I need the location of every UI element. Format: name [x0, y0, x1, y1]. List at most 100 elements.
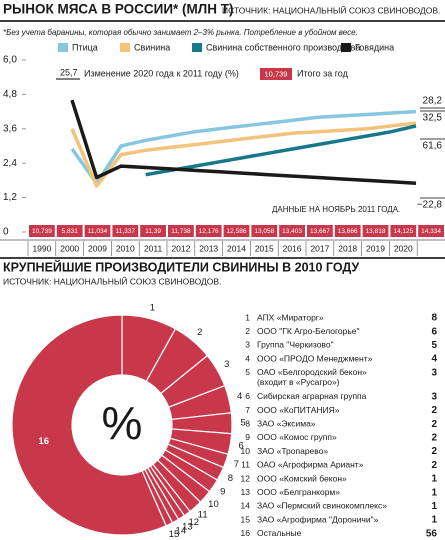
total-label: 11,034 [88, 228, 108, 235]
list-name: Группа "Черкизово" [257, 340, 334, 350]
list-rank: 8 [245, 418, 250, 428]
list-value: 1 [431, 515, 437, 526]
change-label: 28,2 [423, 96, 443, 107]
list-value: 3 [431, 367, 437, 378]
list-name: ООО «Белгранкорм» [257, 487, 340, 497]
list-value: 8 [431, 313, 437, 324]
x-tick-label: 2017 [310, 243, 329, 253]
total-box [362, 225, 389, 237]
slice-label: 11 [198, 510, 208, 521]
total-label: 11,337 [116, 228, 136, 235]
total-label: 11,39 [145, 228, 161, 235]
total-label: 13,667 [310, 228, 330, 235]
list-rank: 9 [245, 432, 250, 442]
series-line [145, 124, 417, 177]
list-value: 1 [431, 474, 437, 485]
list-rank: 10 [241, 446, 251, 456]
slice-label: 4 [237, 391, 242, 402]
annotation: ДАННЫЕ НА НОЯБРЬ 2011 ГОДА. [272, 205, 400, 214]
y-tick-label: 2,4 [3, 158, 17, 169]
total-box [223, 225, 250, 237]
legend-label: Птица [72, 42, 98, 52]
list-rank: 15 [241, 514, 251, 524]
list-name: ООО «Комос групп» [257, 432, 337, 442]
total-box [418, 225, 444, 237]
x-tick-label: 2000 [60, 243, 79, 253]
list-value: 2 [431, 460, 437, 471]
y-tick-label: 3,6 [3, 123, 17, 134]
slice-label: 8 [228, 473, 233, 484]
list-value: 1 [431, 487, 437, 498]
y-tick-label: 4,8 [3, 89, 17, 100]
list-value: 5 [431, 340, 437, 351]
list-rank: 14 [241, 501, 251, 511]
list-name: (входит в «Русагро») [257, 377, 340, 387]
donut-slice [11, 314, 167, 536]
legend-change-text: Изменение 2020 года к 2011 году (%) [84, 68, 239, 78]
legend-total-box [260, 68, 292, 80]
list-name: ООО «КоПИТАНИЯ» [257, 405, 340, 415]
source: ИСТОЧНИК: НАЦИОНАЛЬНЫЙ СОЮЗ СВИНОВОДОВ. [3, 275, 221, 286]
total-label: 5,831 [62, 228, 79, 235]
list-name: ЗАО «Пермский свинокомплекс» [257, 501, 387, 511]
total-box [195, 225, 222, 237]
slice-label: 1 [150, 302, 155, 313]
x-tick-label: 1990 [32, 243, 51, 253]
x-tick-label: 2011 [144, 243, 163, 253]
center-label: % [102, 397, 143, 449]
total-box [140, 225, 166, 237]
change-label: 32,5 [423, 113, 443, 124]
slice-label: 2 [197, 327, 202, 338]
list-value: 1 [431, 501, 437, 512]
slice-label: 6 [239, 441, 244, 452]
list-name: АПХ «Мираторг» [257, 312, 324, 322]
list-value: 6 [431, 326, 437, 337]
list-value: 2 [431, 419, 437, 430]
x-tick-label: 2015 [255, 243, 274, 253]
slice-label: 9 [220, 487, 225, 498]
legend-total-text: Итого за год [297, 68, 349, 78]
list-name: Остальные [257, 528, 302, 538]
x-tick-label: 2018 [338, 243, 357, 253]
list-name: ЗАО «Эксима» [257, 418, 316, 428]
list-rank: 5 [245, 367, 250, 377]
y-tick-label: 0 [3, 227, 9, 238]
slice-label: 16 [38, 436, 49, 447]
legend-label: Говядина [355, 42, 394, 52]
list-value: 2 [431, 433, 437, 444]
x-tick-label: 2019 [366, 243, 385, 253]
y-tick-label: 6,0 [3, 55, 17, 66]
note: *Без учета баранины, которая обычно зани… [3, 28, 358, 37]
list-value: 2 [431, 405, 437, 416]
total-label: 10,739 [32, 228, 52, 235]
y-tick-label: 1,2 [3, 192, 17, 203]
slice-label: 7 [234, 459, 239, 470]
list-name: ЗАО «Тропарево» [257, 446, 328, 456]
slice-label: 15 [169, 529, 180, 540]
legend-change: 25,7 [60, 67, 78, 77]
series-line [70, 121, 417, 188]
x-tick-label: 2010 [116, 243, 135, 253]
total-box [390, 225, 417, 237]
total-label: 14,125 [393, 228, 413, 235]
legend-swatch [58, 43, 68, 52]
legend-swatch [192, 43, 202, 52]
slice-label: 14 [176, 525, 187, 536]
total-box [56, 225, 83, 237]
total-label: 13,818 [366, 228, 386, 235]
x-tick-label: 2013 [199, 243, 218, 253]
slice-label: 10 [208, 499, 219, 510]
total-box [307, 225, 333, 237]
legend-swatch [341, 43, 351, 52]
change-label: 61,6 [423, 141, 443, 152]
x-tick-label: 2009 [88, 243, 107, 253]
series-line [70, 109, 417, 186]
total-box [112, 225, 139, 237]
list-name: ОАО «Белгородский бекон» [257, 367, 367, 377]
legend-label: Свинина собственного производства [206, 42, 360, 52]
slice-label: 5 [240, 418, 245, 429]
list-rank: 11 [241, 460, 250, 470]
x-tick-label: 2016 [283, 243, 302, 253]
legend-label: Свинина [134, 42, 170, 52]
list-name: ООО «ПРОДО Менеджмент» [257, 353, 373, 363]
